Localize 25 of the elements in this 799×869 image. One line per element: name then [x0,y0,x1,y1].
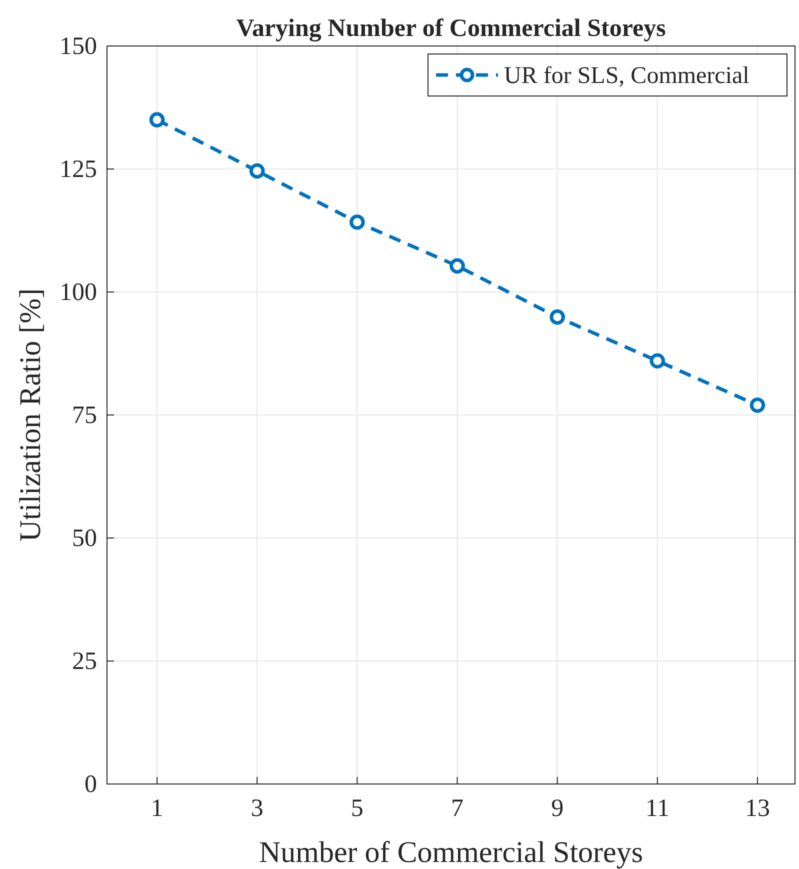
point [249,163,265,179]
point [350,214,365,230]
y-tick-label: 100 [60,279,97,306]
x-tick-label: 5 [350,794,364,822]
y-tick-label: 75 [72,402,97,429]
point [149,112,165,128]
x-tick-label: 3 [250,794,264,822]
y-axis-title: Utilization Ratio [%] [14,288,47,542]
x-tick-label: 9 [551,794,564,822]
chart-title: Varying Number of Commercial Storeys [236,15,666,42]
y-tick-label: 150 [60,33,97,60]
y-tick-label: 50 [72,525,97,552]
x-axis-title: Number of Commercial Storeys [258,836,644,869]
legend-label: UR for SLS, Commercial [504,63,750,89]
y-tick-label: 125 [60,156,97,183]
x-tick-label: 13 [744,794,770,822]
point [650,353,666,369]
point [450,258,465,274]
y-tick-label: 0 [84,771,97,798]
x-tick-label: 7 [451,794,464,822]
point [550,309,565,325]
x-tick-label: 11 [645,794,670,822]
x-tick-label: 1 [150,794,164,822]
y-tick-label: 25 [72,648,97,675]
point [750,398,766,413]
